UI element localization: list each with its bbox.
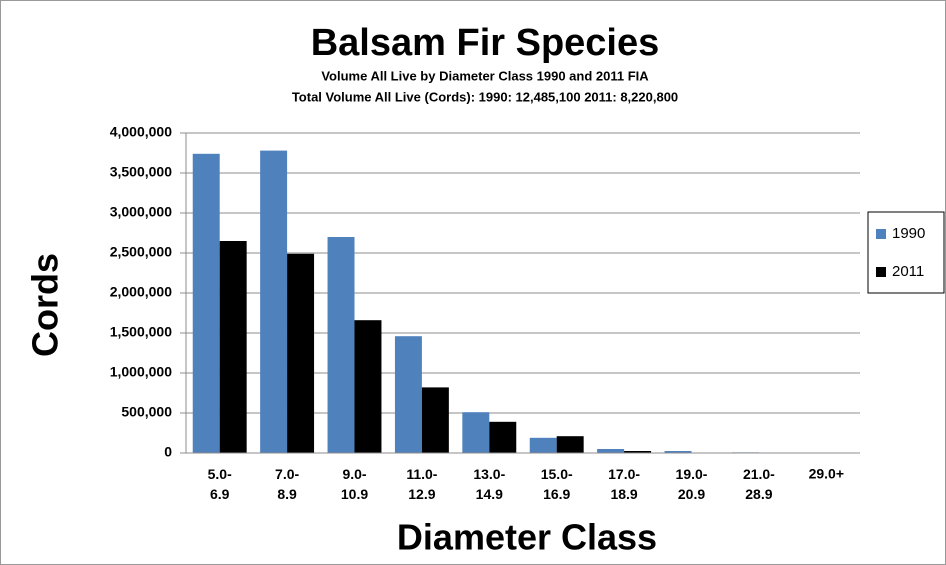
y-tick-label: 0 [164,444,172,460]
y-tick-label: 3,000,000 [110,204,172,220]
bar [287,253,315,453]
bar [624,451,652,453]
x-tick-label: 7.0-8.9 [275,466,299,502]
x-tick-label: 17.0-18.9 [608,466,640,502]
y-tick-label: 2,000,000 [110,284,172,300]
x-tick-label: 29.0+ [809,466,844,482]
x-tick-label: 15.0-16.9 [541,466,573,502]
y-axis-label: Cords [25,253,66,357]
x-tick-label: 11.0-12.9 [406,466,437,502]
bar [462,412,490,453]
bar [394,336,422,453]
bar [219,241,247,453]
x-tick-label: 9.0-10.9 [341,466,368,502]
bar [421,387,449,453]
bar [664,451,692,453]
bar [354,320,382,453]
x-tick-label: 13.0-14.9 [473,466,505,502]
y-tick-label: 3,500,000 [110,164,172,180]
bar [260,150,288,453]
legend-label: 2011 [892,263,924,280]
y-tick-label: 500,000 [121,404,172,420]
bar [327,237,355,453]
y-tick-label: 2,500,000 [110,244,172,260]
chart-subtitle: Volume All Live by Diameter Class 1990 a… [321,68,649,83]
x-axis-label: Diameter Class [397,517,657,558]
legend-box [867,211,945,294]
chart-title: Balsam Fir Species [311,22,660,64]
y-tick-label: 4,000,000 [110,124,172,140]
y-tick-label: 1,000,000 [110,364,172,380]
legend-label: 1990 [892,225,925,242]
legend-swatch [876,267,886,277]
chart-subtitle: Total Volume All Live (Cords): 1990: 12,… [292,89,678,104]
bar [556,436,584,453]
x-tick-label: 21.0-28.9 [743,466,775,502]
bar [192,153,220,454]
bar [529,437,557,453]
bar [489,421,517,453]
legend-swatch [876,229,886,239]
bar [597,449,625,453]
x-tick-label: 19.0-20.9 [676,466,708,502]
y-tick-label: 1,500,000 [110,324,172,340]
x-tick-label: 5.0-6.9 [208,466,232,502]
